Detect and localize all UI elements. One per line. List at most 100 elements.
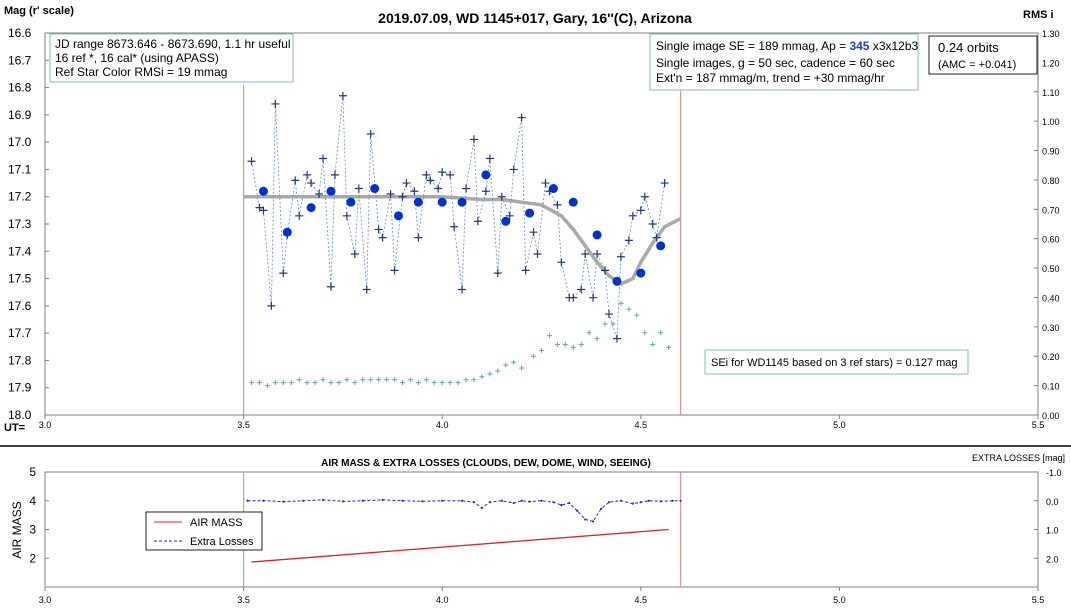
legend: AIR MASS Extra Losses [145, 511, 263, 551]
individual-point [462, 184, 471, 193]
individual-point [326, 282, 335, 291]
individual-point [267, 301, 276, 310]
rms-point [495, 368, 501, 374]
extra-losses-point [321, 498, 325, 501]
rms-point [368, 377, 374, 383]
extra-losses-point [639, 501, 642, 504]
rms-point [296, 377, 302, 383]
x-axis-ticks: 3.0 3.5 4.0 4.5 5.0 5.5 [39, 587, 1044, 605]
extra-losses-point [599, 507, 603, 510]
y-axis-ticks: 5 4 3 2 [29, 465, 49, 565]
rms-point [586, 330, 592, 336]
extra-losses-point [472, 501, 476, 504]
orbits-value: 0.24 orbits [938, 40, 999, 55]
rms-point [546, 333, 552, 339]
info-line: Ext'n = 187 mmag/m, trend = +30 mmag/hr [656, 71, 885, 85]
extra-losses-point [512, 501, 515, 505]
individual-point [541, 179, 550, 188]
info-line: Ref Star Color RMSi = 19 mmag [55, 65, 227, 79]
individual-point [601, 266, 610, 275]
extra-losses-point [619, 499, 623, 502]
y-tick-label: 17.1 [8, 162, 32, 176]
rms-point [344, 377, 350, 383]
individual-point [303, 170, 312, 179]
info-line: Single images, g = 50 sec, cadence = 60 … [656, 56, 895, 70]
y-tick-label: 17.3 [8, 217, 32, 231]
y2-tick-label: 0.70 [1042, 205, 1060, 215]
individual-point [505, 211, 514, 220]
rms-point [256, 380, 262, 386]
x-axis-ticks: 3.0 3.5 4.0 4.5 5.0 5.5 [39, 415, 1044, 430]
y-tick-label: 17.7 [8, 326, 32, 340]
rms-point [594, 336, 600, 342]
individual-point [521, 266, 530, 275]
individual-point [481, 187, 490, 196]
info-line: Single image SE = 189 mmag, Ap = 345 x3x… [656, 39, 919, 53]
individual-point [307, 179, 316, 188]
individual-point [557, 258, 566, 267]
y2-tick-label: 0.90 [1042, 147, 1060, 157]
y-tick-label: 16.9 [8, 108, 32, 122]
rms-point [439, 380, 445, 386]
y-tick-label: 17.9 [8, 381, 32, 395]
info-box-jd-range: JD range 8673.646 - 8673.690, 1.1 hr use… [49, 33, 294, 83]
individual-point [350, 250, 359, 259]
x-tick-label: 3.5 [237, 420, 250, 430]
average-point [394, 211, 404, 221]
extra-losses-point [659, 500, 662, 503]
average-point [282, 227, 292, 237]
individual-point [330, 170, 339, 179]
x-tick-label: 3.0 [39, 595, 52, 605]
y-tick-label: 17.5 [8, 272, 32, 286]
average-point [306, 203, 316, 213]
rms-point [578, 341, 584, 347]
y-axis-label: Mag (r' scale) [4, 5, 74, 17]
individual-point [378, 233, 387, 242]
extra-losses-point [679, 499, 682, 502]
info-line: SEi for WD1145 based on 3 ref stars) = 0… [711, 357, 958, 369]
rms-point [312, 380, 318, 386]
chart-title: 2019.07.09, WD 1145+017, Gary, 16''(C), … [378, 10, 692, 26]
average-point [346, 197, 356, 207]
rms-point [539, 347, 544, 353]
rms-point [610, 321, 616, 327]
y2-axis-label: EXTRA LOSSES [mag] [972, 453, 1065, 463]
individual-point [616, 252, 625, 261]
average-point [457, 197, 467, 207]
extra-losses-point [488, 501, 491, 504]
extra-losses-point [568, 501, 571, 505]
individual-point [315, 189, 324, 198]
individual-point [569, 293, 578, 302]
extra-losses-point [500, 499, 503, 502]
y2-tick-label: -1.0 [1046, 468, 1062, 478]
rms-point [328, 380, 334, 386]
extra-losses-point [576, 509, 579, 512]
y2-tick-label: 2.0 [1046, 554, 1059, 564]
individual-point [493, 269, 502, 278]
data-series [246, 498, 682, 563]
rms-point [399, 380, 405, 386]
individual-point [553, 200, 562, 209]
individual-point [398, 192, 407, 201]
extra-losses-point [592, 520, 595, 523]
y2-tick-label: 0.00 [1042, 411, 1060, 421]
y-tick-label: 17.0 [8, 135, 32, 149]
rms-point [658, 330, 664, 336]
rms-point [634, 312, 640, 318]
average-point [592, 230, 602, 240]
rms-point [392, 377, 398, 383]
rms-point [288, 380, 294, 386]
average-point [437, 197, 447, 207]
extra-losses-point [631, 502, 634, 505]
extra-losses-point [540, 499, 543, 502]
rms-point [423, 377, 429, 383]
extra-losses-point [460, 499, 464, 502]
rms-point [650, 341, 656, 347]
extra-losses-point [441, 499, 444, 502]
rms-point [415, 380, 421, 386]
individual-point [390, 266, 399, 275]
individual-point [247, 157, 256, 166]
rms-point [336, 380, 342, 386]
rms-point [626, 306, 632, 312]
individual-point [517, 113, 526, 122]
